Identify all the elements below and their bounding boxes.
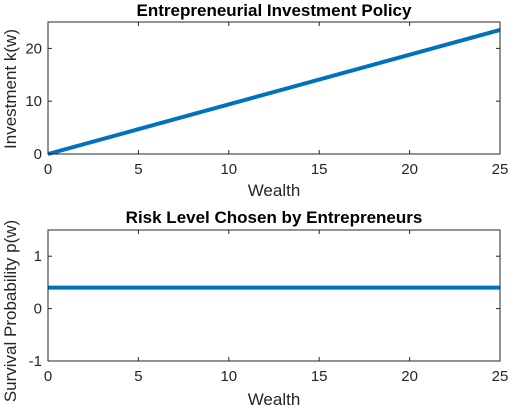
- x-tick-label: 25: [492, 368, 509, 385]
- y-tick-label: 10: [25, 93, 42, 110]
- x-tick-label: 25: [492, 161, 509, 178]
- x-tick-label: 5: [134, 161, 142, 178]
- x-tick-label: 0: [44, 368, 52, 385]
- chart-investment-policy: Entrepreneurial Investment Policy 0 5 10 15…: [1, 1, 508, 200]
- x-axis-ticks: 0 5 10 15 20 25: [44, 230, 509, 385]
- x-axis-label: Wealth: [248, 390, 301, 407]
- x-tick-label: 10: [220, 161, 237, 178]
- chart-title: Risk Level Chosen by Entrepreneurs: [126, 208, 423, 227]
- chart-title: Entrepreneurial Investment Policy: [137, 1, 412, 20]
- y-axis-label: Investment k(w): [1, 29, 20, 149]
- y-axis-ticks: -1 0 1: [29, 248, 500, 370]
- chart-risk-level: Risk Level Chosen by Entrepreneurs 0 5 10 1…: [1, 208, 508, 407]
- x-axis-label: Wealth: [248, 181, 301, 200]
- x-tick-label: 0: [44, 161, 52, 178]
- y-tick-label: 0: [34, 146, 42, 163]
- y-tick-label: 20: [25, 40, 42, 57]
- x-tick-label: 20: [401, 161, 418, 178]
- plot-frame: [47, 229, 501, 362]
- x-tick-label: 5: [134, 368, 142, 385]
- x-tick-label: 15: [311, 368, 328, 385]
- y-axis-label: Survival Probability p(w): [1, 220, 20, 402]
- plot-frame: [47, 21, 501, 155]
- x-tick-label: 10: [220, 368, 237, 385]
- y-axis-ticks: 0 10 20: [25, 40, 500, 163]
- y-tick-label: 1: [34, 248, 42, 265]
- x-axis-ticks: 0 5 10 15 20 25: [44, 22, 509, 178]
- y-tick-label: 0: [34, 301, 42, 318]
- series-layer: [47, 27, 501, 156]
- x-tick-label: 15: [311, 161, 328, 178]
- x-tick-label: 20: [401, 368, 418, 385]
- y-tick-label: -1: [29, 353, 42, 370]
- series-line: [47, 27, 501, 156]
